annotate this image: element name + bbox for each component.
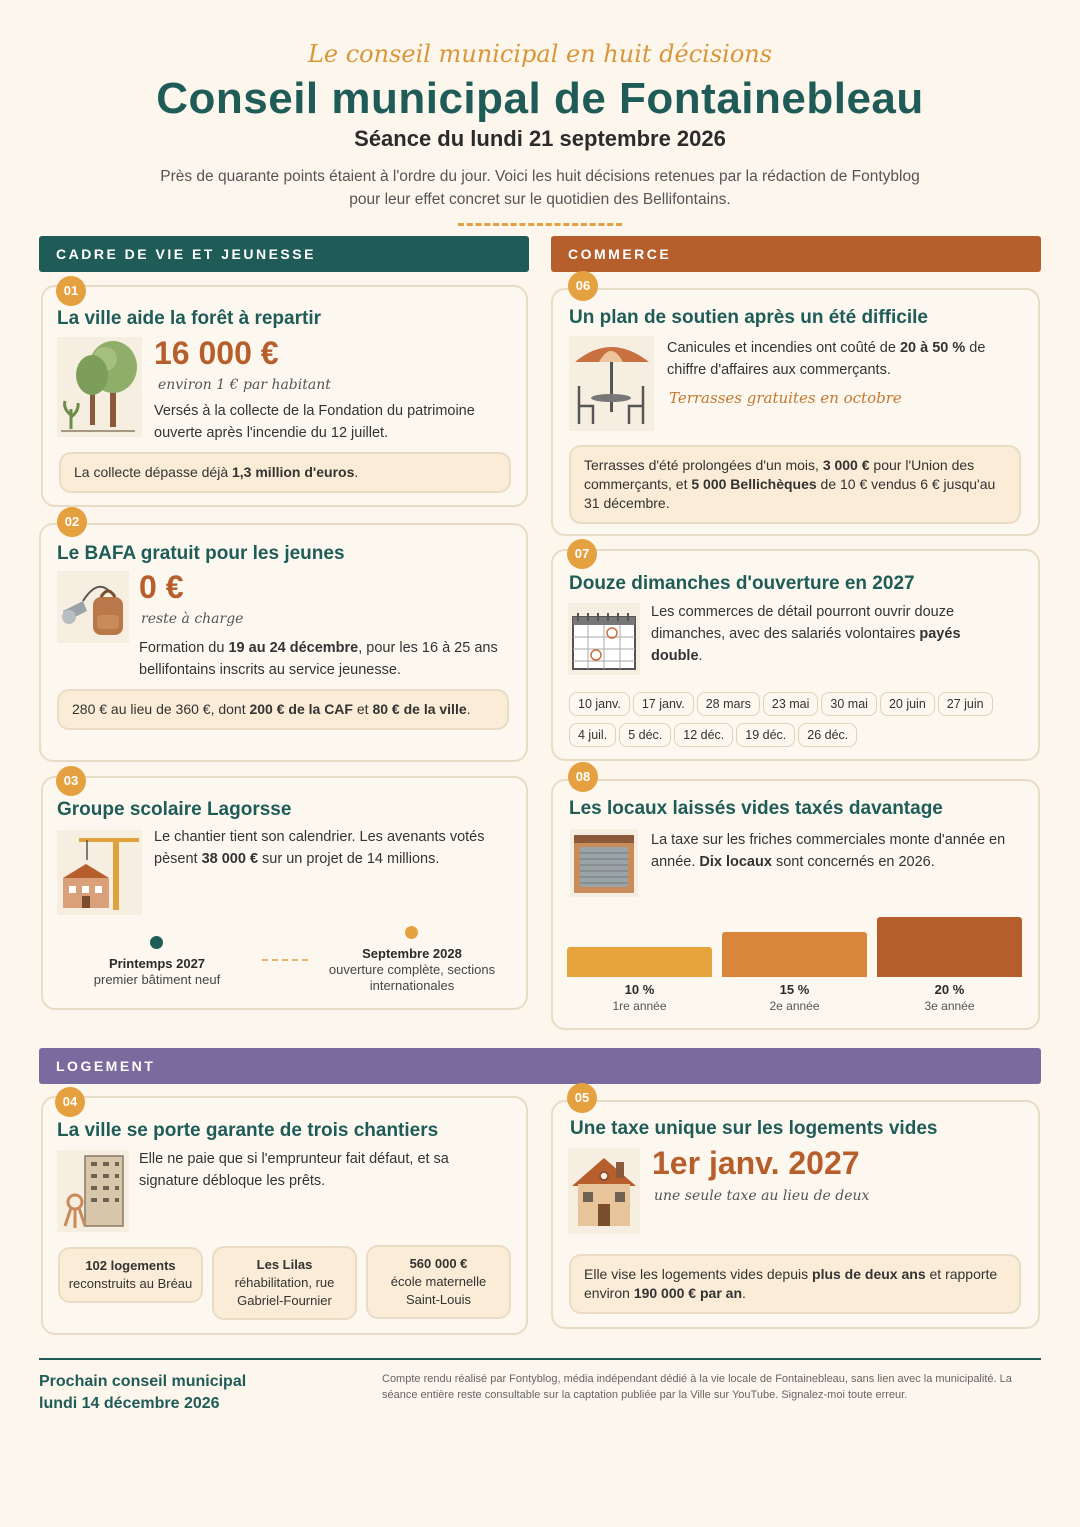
- card-title: La ville se porte garante de trois chant…: [57, 1120, 439, 1141]
- date-chip: 20 juin: [879, 692, 935, 716]
- highlight-box: 280 € au lieu de 360 €, dont 200 € de la…: [57, 689, 509, 730]
- card-friches: [551, 779, 1040, 1030]
- date-chip: 28 mars: [696, 692, 760, 716]
- card-number: 08: [568, 762, 598, 792]
- big-figure: 0 €: [139, 569, 184, 605]
- card-number: 06: [568, 271, 598, 301]
- dates-list: 10 janv. 17 janv. 28 mars 23 mai 30 mai 20 ju…: [569, 692, 1029, 754]
- timeline-desc-1: premier bâtiment neuf: [93, 972, 221, 987]
- card-text: Le chantier tient son calendrier. Les av…: [154, 829, 485, 867]
- card-title: Groupe scolaire Lagorsse: [57, 799, 292, 820]
- figure-note: une seule taxe au lieu de deux: [654, 1188, 870, 1204]
- chart-category-label: 1re année: [612, 999, 667, 1013]
- crane-school-icon: [57, 830, 142, 915]
- card-number: 03: [56, 766, 86, 796]
- timeline-connector: [262, 959, 308, 961]
- card-number: 05: [567, 1083, 597, 1113]
- chart-category-label: 2e année: [769, 999, 820, 1013]
- house-icon: [568, 1148, 640, 1234]
- card-text: Versés à la collecte de la Fondation du …: [154, 403, 475, 441]
- calendar-icon: [568, 603, 640, 675]
- card-title: Une taxe unique sur les logements vides: [570, 1118, 938, 1139]
- timeline-date-1: Printemps 2027: [108, 956, 206, 971]
- highlight-box: La collecte dépasse déjà 1,3 million d'e…: [59, 452, 511, 493]
- card-title: Le BAFA gratuit pour les jeunes: [57, 543, 345, 564]
- date-chip: 5 déc.: [619, 723, 672, 747]
- figure-note: environ 1 € par habitant: [158, 377, 331, 393]
- highlight-box: Elle vise les logements vides depuis plu…: [569, 1254, 1021, 1314]
- chart-bar: [722, 932, 867, 977]
- chart-value-label: 20 %: [934, 982, 965, 997]
- shop-shutter-icon: [570, 829, 638, 897]
- header-divider: [458, 223, 622, 227]
- card-title: La ville aide la forêt à repartir: [57, 308, 321, 329]
- date-chip: 12 déc.: [674, 723, 734, 747]
- big-figure: 16 000 €: [154, 335, 279, 371]
- card-number: 01: [56, 276, 86, 306]
- date-chip: 10 janv.: [569, 692, 630, 716]
- next-council-date: lundi 14 décembre 2026: [39, 1395, 220, 1412]
- big-figure: 1er janv. 2027: [652, 1145, 860, 1181]
- header-kicker: Le conseil municipal en huit décisions: [307, 40, 773, 68]
- credits-text: Compte rendu réalisé par Fontyblog, médi…: [382, 1373, 1012, 1401]
- figure-note: reste à charge: [141, 611, 244, 627]
- timeline-desc-2: ouverture complète, sections internation…: [328, 962, 496, 993]
- section-commerce: COMMERCE: [551, 236, 1041, 272]
- terrace-umbrella-icon: [569, 336, 654, 431]
- page-subtitle: Séance du lundi 21 septembre 2026: [354, 126, 726, 151]
- date-chip: 17 janv.: [632, 692, 694, 716]
- card-title: Douze dimanches d'ouverture en 2027: [569, 573, 915, 594]
- timeline-dot-2: [405, 926, 418, 939]
- date-chip: 30 mai: [821, 692, 877, 716]
- date-chip: 27 juin: [937, 692, 993, 716]
- card-text: La taxe sur les friches commerciales mon…: [651, 832, 1006, 870]
- next-council-label: Prochain conseil municipal: [39, 1373, 247, 1390]
- guarantee-item-2: Les Lilas réhabilitation, rue Gabriel-Fou…: [212, 1246, 357, 1320]
- chart-value-label: 10 %: [624, 982, 655, 997]
- card-text: Canicules et incendies ont coûté de 20 à…: [667, 340, 986, 378]
- section-logement: LOGEMENT: [39, 1048, 1041, 1084]
- figure-note: Terrasses gratuites en octobre: [669, 389, 902, 407]
- chart-bar: [567, 947, 712, 977]
- card-text: Elle ne paie que si l'emprunteur fait dé…: [139, 1151, 449, 1189]
- date-chip: 26 déc.: [798, 723, 858, 747]
- guarantee-item-1: 102 logements reconstruits au Bréau: [58, 1247, 203, 1303]
- guarantee-item-3: 560 000 € école maternelle Saint-Louis: [366, 1245, 511, 1319]
- chart-value-label: 15 %: [779, 982, 810, 997]
- chart-bar: [877, 917, 1022, 977]
- card-text: Formation du 19 au 24 décembre, pour les…: [139, 640, 498, 678]
- date-chip: 19 déc.: [736, 723, 796, 747]
- chart-category-label: 3e année: [924, 999, 975, 1013]
- intro-text: Près de quarante points étaient à l'ordr…: [160, 168, 920, 208]
- trees-icon: [57, 337, 142, 437]
- date-chip: 4 juil.: [569, 723, 617, 747]
- card-text: Les commerces de détail pourront ouvrir …: [651, 604, 961, 664]
- timeline-dot-1: [150, 936, 163, 949]
- highlight-box: Terrasses d'été prolongées d'un mois, 3 …: [569, 445, 1021, 524]
- page-title: Conseil municipal de Fontainebleau: [156, 74, 924, 123]
- whistle-backpack-icon: [57, 571, 129, 643]
- keys-building-icon: [57, 1150, 129, 1232]
- card-title: Les locaux laissés vides taxés davantage: [569, 798, 943, 819]
- tax-chart: 10 % 1re année 15 % 2e année 20 % 3e année: [567, 905, 1023, 1017]
- timeline-date-2: Septembre 2028: [362, 946, 462, 961]
- card-number: 02: [57, 507, 87, 537]
- card-number: 07: [567, 539, 597, 569]
- footer-rule: [39, 1358, 1041, 1360]
- card-title: Un plan de soutien après un été difficil…: [569, 307, 928, 328]
- date-chip: 23 mai: [762, 692, 819, 716]
- section-cadre-de-vie: CADRE DE VIE ET JEUNESSE: [39, 236, 529, 272]
- card-number: 04: [55, 1087, 85, 1117]
